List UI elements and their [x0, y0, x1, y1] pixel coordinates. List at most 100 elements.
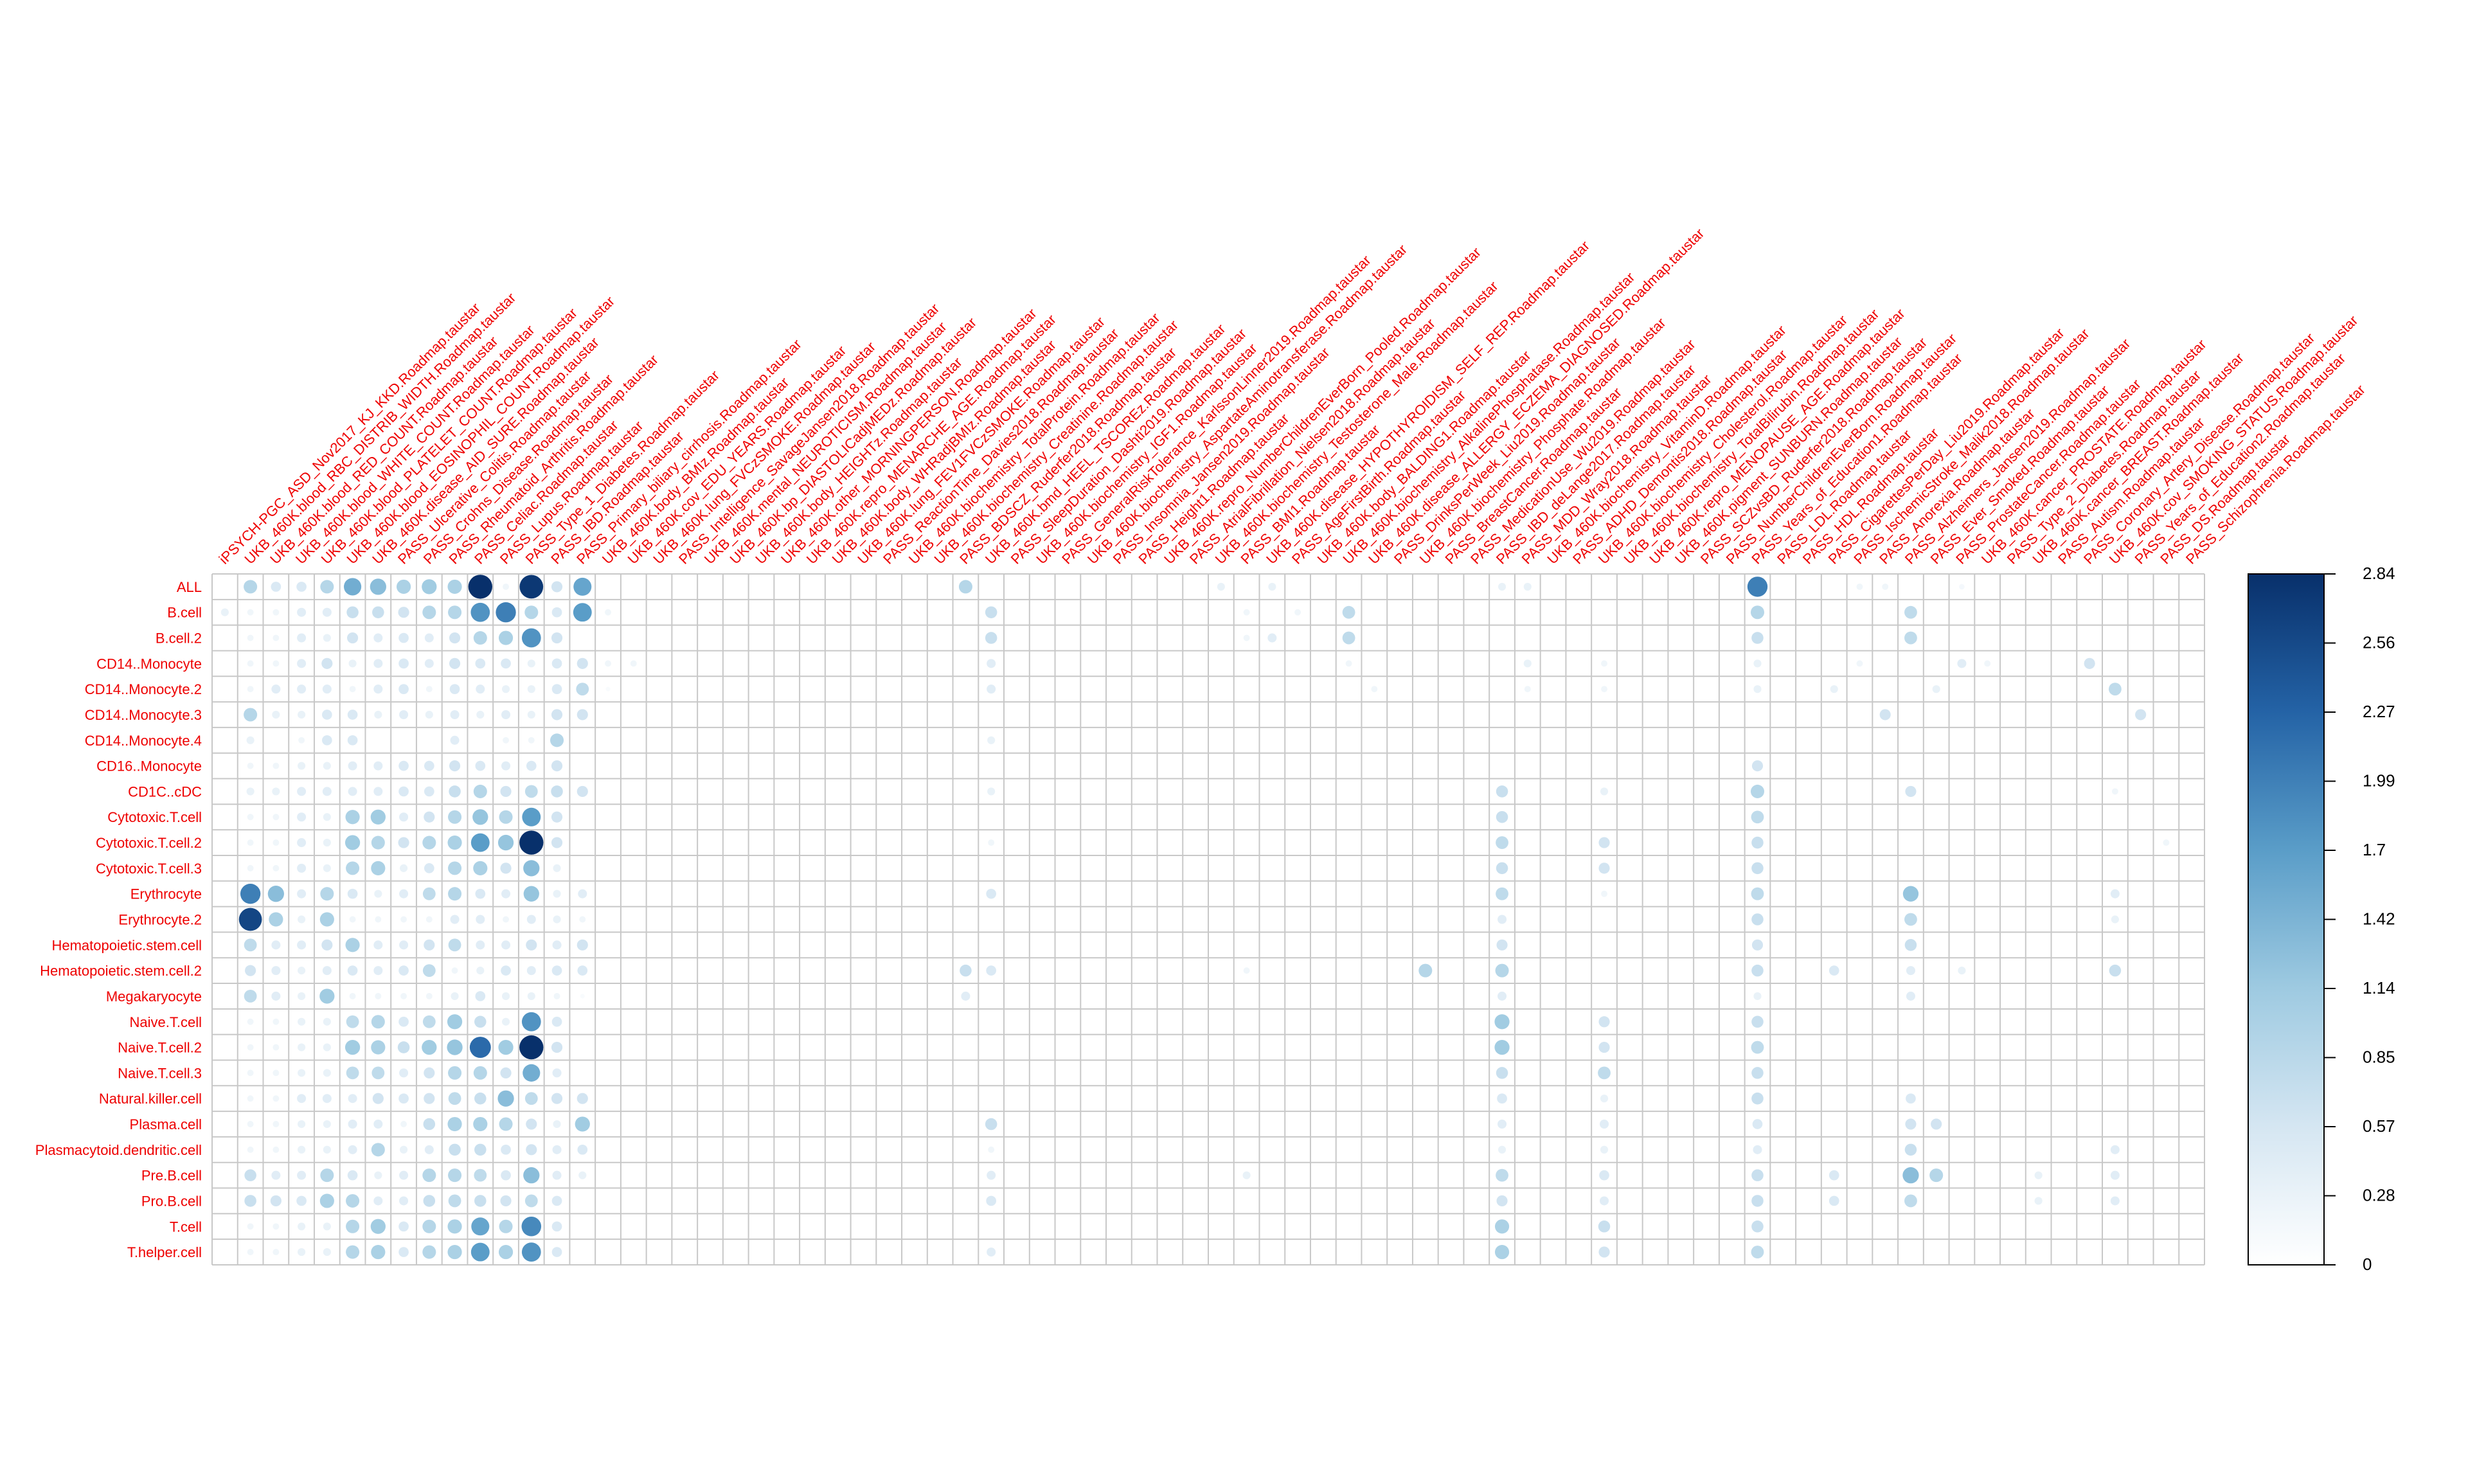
- heatmap-cell-circle: [577, 657, 588, 669]
- heatmap-cell-circle: [398, 965, 409, 976]
- heatmap-cell-circle: [424, 863, 434, 873]
- heatmap-cell-circle: [247, 839, 254, 846]
- heatmap-cell-circle: [577, 1093, 588, 1104]
- heatmap-cell-circle: [323, 1145, 331, 1154]
- heatmap-cell-circle: [348, 787, 357, 796]
- heatmap-cell-circle: [297, 1170, 307, 1180]
- heatmap-cell-circle: [551, 837, 563, 848]
- heatmap-cell-circle: [373, 659, 383, 668]
- heatmap-cell-circle: [1498, 991, 1507, 1001]
- heatmap-cell-circle: [1902, 886, 1919, 902]
- heatmap-cell-circle: [319, 912, 334, 927]
- heatmap-cell-circle: [526, 966, 536, 976]
- heatmap-cell-circle: [469, 1037, 491, 1059]
- heatmap-cell-circle: [986, 965, 997, 976]
- heatmap-cell-circle: [1524, 686, 1531, 693]
- heatmap-cell-circle: [473, 784, 487, 798]
- heatmap-cell-circle: [449, 1143, 461, 1156]
- heatmap-cell-circle: [523, 860, 540, 877]
- heatmap-cell-circle: [1751, 939, 1764, 951]
- heatmap-cell-circle: [551, 785, 563, 798]
- heatmap-cell-circle: [528, 737, 535, 744]
- heatmap-cell-circle: [396, 579, 411, 594]
- heatmap-cell-circle: [473, 1116, 488, 1132]
- heatmap-cell-circle: [1750, 605, 1765, 620]
- heatmap-cell-circle: [1598, 863, 1610, 874]
- heatmap-cell-circle: [424, 633, 434, 643]
- heatmap-cell-circle: [297, 1094, 307, 1104]
- heatmap-cell-circle: [398, 658, 409, 669]
- heatmap-cell-circle: [298, 1145, 306, 1154]
- heatmap-cell-circle: [349, 992, 356, 999]
- heatmap-cell-circle: [323, 864, 331, 872]
- heatmap-cell-circle: [422, 1219, 436, 1233]
- heatmap-cell-circle: [1751, 810, 1764, 824]
- heatmap-cell-circle: [1830, 685, 1838, 693]
- heatmap-cell-circle: [424, 760, 434, 771]
- legend-tick-label: 2.84: [2363, 564, 2395, 583]
- heatmap-cell-circle: [526, 915, 536, 924]
- heatmap-cell-circle: [398, 760, 409, 771]
- heatmap-cell-circle: [551, 1093, 563, 1104]
- heatmap-cell-circle: [630, 660, 637, 667]
- heatmap-cell-circle: [247, 686, 254, 693]
- heatmap-cell-circle: [1495, 963, 1509, 978]
- heatmap-cell-circle: [448, 605, 462, 620]
- heatmap-cell-circle: [524, 1092, 538, 1105]
- heatmap-cell-circle: [2111, 788, 2118, 795]
- heatmap-cell-circle: [1342, 605, 1355, 619]
- heatmap-cell-circle: [501, 940, 511, 950]
- heatmap-cell-circle: [272, 787, 280, 796]
- heatmap-cell-circle: [323, 838, 331, 847]
- heatmap-cell-circle: [220, 608, 229, 616]
- heatmap-cell-circle: [244, 1195, 256, 1207]
- heatmap-cell-circle: [578, 889, 587, 898]
- heatmap-cell-circle: [552, 1068, 562, 1078]
- heatmap-cell-circle: [373, 940, 383, 950]
- heatmap-cell-circle: [1904, 939, 1917, 951]
- heatmap-cell-circle: [398, 837, 409, 848]
- heatmap-cell-circle: [244, 1169, 256, 1181]
- heatmap-cell-circle: [270, 1195, 282, 1207]
- heatmap-cell-circle: [1496, 1195, 1508, 1207]
- heatmap-cell-circle: [272, 710, 280, 719]
- heatmap-cell-circle: [476, 940, 485, 950]
- heatmap-cell-circle: [346, 632, 359, 644]
- heatmap-cell-circle: [373, 684, 383, 694]
- heatmap-cell-circle: [297, 940, 307, 950]
- heatmap-cell-circle: [296, 582, 307, 592]
- heatmap-cell-circle: [267, 886, 284, 902]
- heatmap-cell-circle: [476, 710, 485, 719]
- heatmap-cell-circle: [298, 992, 306, 1001]
- heatmap-cell-circle: [501, 992, 510, 1001]
- heatmap-cell-circle: [398, 1016, 409, 1027]
- heatmap-cell-circle: [373, 787, 383, 796]
- heatmap-cell-circle: [344, 578, 362, 596]
- heatmap-cell-circle: [1498, 915, 1507, 924]
- heatmap-cell-circle: [273, 1121, 280, 1127]
- heatmap-cell-circle: [527, 710, 535, 719]
- circle-layer: [220, 575, 2170, 1262]
- heatmap-cell-circle: [346, 1219, 360, 1233]
- heatmap-cell-circle: [323, 1248, 331, 1256]
- heatmap-cell-circle: [273, 1018, 280, 1025]
- heatmap-cell-circle: [522, 807, 541, 827]
- heatmap-cell-circle: [424, 786, 434, 797]
- heatmap-cell-circle: [373, 761, 383, 771]
- heatmap-cell-circle: [322, 607, 332, 617]
- heatmap-cell-circle: [247, 762, 254, 769]
- heatmap-cell-circle: [247, 1121, 254, 1127]
- heatmap-cell-circle: [246, 787, 255, 796]
- heatmap-cell-circle: [519, 830, 544, 855]
- heatmap-cell-circle: [1957, 659, 1967, 668]
- heatmap-cell-circle: [319, 1193, 334, 1208]
- heatmap-cell-circle: [503, 916, 510, 923]
- heatmap-cell-circle: [298, 710, 306, 719]
- heatmap-cell-circle: [346, 1066, 359, 1080]
- heatmap-cell-circle: [577, 939, 588, 951]
- row-label: Plasma.cell: [130, 1116, 202, 1132]
- heatmap-cell-circle: [247, 1249, 254, 1256]
- heatmap-cell-circle: [1598, 1246, 1610, 1258]
- row-label: CD14..Monocyte.4: [85, 733, 202, 749]
- heatmap-cell-circle: [424, 1093, 435, 1104]
